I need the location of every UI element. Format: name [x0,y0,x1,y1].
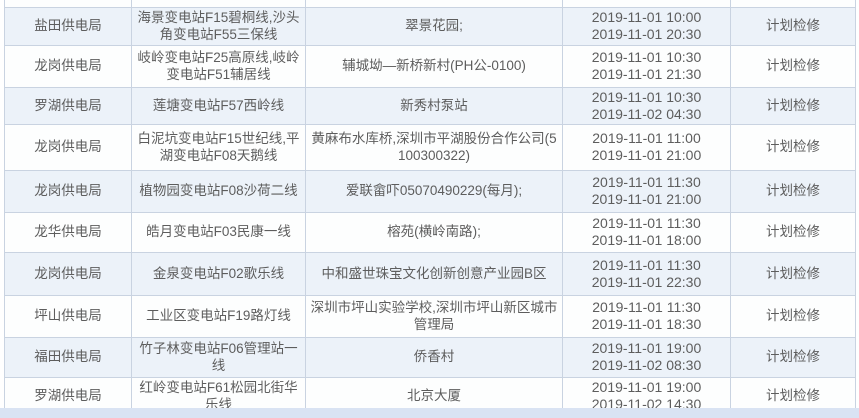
line-cell: 竹子林变电站F06管理站一线 [131,336,306,378]
end-time: 2019-11-01 18:00 [591,232,702,249]
table-row: 盐田供电局 海景变电站F15碧桐线,沙头角变电站F55三保线 翠景花园; 201… [4,6,856,46]
start-time: 2019-11-01 11:00 [592,130,701,147]
type-cell: 计划检修 [730,44,856,88]
end-time: 2019-11-01 18:30 [591,316,702,333]
end-time: 2019-11-01 21:00 [591,191,702,208]
line-cell: 白泥坑变电站F15世纪线,平湖变电站F08天鹅线 [131,123,306,171]
type-cell: 计划检修 [730,211,856,253]
table-row: 罗湖供电局 莲塘变电站F57西岭线 新秀村泵站 2019-11-01 10:30… [4,86,856,125]
scope-cell: 爱联畲吓05070490229(每月); [305,169,563,213]
scope-cell: 新秀村泵站 [305,86,563,125]
line-cell: 植物园变电站F08沙荷二线 [131,169,306,213]
type-cell: 计划检修 [730,251,856,296]
table-row: 龙岗供电局 岐岭变电站F25高原线,岐岭变电站F51辅居线 辅城坳—新桥新村(P… [4,44,856,88]
line-cell: 岐岭变电站F25高原线,岐岭变电站F51辅居线 [131,44,306,88]
line-cell: 工业区变电站F19路灯线 [131,294,306,338]
time-cell: 2019-11-01 11:30 2019-11-01 21:00 [562,169,731,213]
end-time: 2019-11-02 04:30 [591,105,702,122]
outage-table: 盐田供电局 海景变电站F15碧桐线,沙头角变电站F55三保线 翠景花园; 201… [4,0,856,416]
bureau-cell: 龙岗供电局 [4,169,132,213]
table-row: 龙岗供电局 植物园变电站F08沙荷二线 爱联畲吓05070490229(每月);… [4,169,856,213]
footer-strip [0,408,859,418]
bureau-cell: 坪山供电局 [4,294,132,338]
type-cell: 计划检修 [730,123,856,171]
scope-cell: 中和盛世珠宝文化创新创意产业园B区 [305,251,563,296]
start-time: 2019-11-01 19:00 [591,340,702,357]
scope-cell: 辅城坳—新桥新村(PH公-0100) [305,44,563,88]
type-cell: 计划检修 [730,169,856,213]
bureau-cell: 盐田供电局 [4,6,132,46]
bureau-cell: 龙华供电局 [4,211,132,253]
partial-row [4,0,856,8]
start-time: 2019-11-01 11:30 [592,299,701,316]
start-time: 2019-11-01 11:30 [592,215,701,232]
start-time: 2019-11-01 10:00 [591,9,702,26]
time-cell: 2019-11-01 11:30 2019-11-01 18:00 [562,211,731,253]
time-cell: 2019-11-01 10:30 2019-11-02 04:30 [562,86,731,125]
type-cell: 计划检修 [730,294,856,338]
time-cell: 2019-11-01 11:00 2019-11-01 21:00 [562,123,731,171]
bureau-cell: 福田供电局 [4,336,132,378]
end-time: 2019-11-01 21:00 [591,147,702,164]
type-cell: 计划检修 [730,6,856,46]
table-row: 龙岗供电局 白泥坑变电站F15世纪线,平湖变电站F08天鹅线 黄麻布水库桥,深圳… [4,123,856,171]
start-time: 2019-11-01 11:30 [592,174,701,191]
bureau-cell: 罗湖供电局 [4,86,132,125]
type-cell [730,0,856,8]
outage-table-body: 盐田供电局 海景变电站F15碧桐线,沙头角变电站F55三保线 翠景花园; 201… [4,0,856,416]
type-cell: 计划检修 [730,86,856,125]
time-cell: 2019-11-01 10:00 2019-11-01 20:30 [562,6,731,46]
bureau-cell: 龙岗供电局 [4,44,132,88]
start-time: 2019-11-01 11:30 [592,256,701,273]
table-row: 龙华供电局 皓月变电站F03民康一线 榕苑(横岭南路); 2019-11-01 … [4,211,856,253]
end-time: 2019-11-01 20:30 [591,26,702,43]
end-time: 2019-11-01 22:30 [591,273,702,290]
end-time: 2019-11-01 21:30 [591,66,702,83]
time-cell [562,0,731,8]
time-cell: 2019-11-01 10:30 2019-11-01 21:30 [562,44,731,88]
time-cell: 2019-11-01 11:30 2019-11-01 22:30 [562,251,731,296]
start-time: 2019-11-01 10:30 [591,49,702,66]
table-row: 福田供电局 竹子林变电站F06管理站一线 侨香村 2019-11-01 19:0… [4,336,856,378]
start-time: 2019-11-01 19:00 [591,379,702,396]
table-row: 龙岗供电局 金泉变电站F02歌乐线 中和盛世珠宝文化创新创意产业园B区 2019… [4,251,856,296]
scope-cell: 深圳市坪山实验学校,深圳市坪山新区城市管理局 [305,294,563,338]
line-cell: 皓月变电站F03民康一线 [131,211,306,253]
line-cell: 金泉变电站F02歌乐线 [131,251,306,296]
scope-cell [305,0,563,8]
line-cell: 莲塘变电站F57西岭线 [131,86,306,125]
bureau-cell: 龙岗供电局 [4,123,132,171]
time-cell: 2019-11-01 19:00 2019-11-02 08:30 [562,336,731,378]
start-time: 2019-11-01 10:30 [591,88,702,105]
time-cell: 2019-11-01 11:30 2019-11-01 18:30 [562,294,731,338]
bureau-cell [4,0,132,8]
scope-cell: 翠景花园; [305,6,563,46]
scope-cell: 侨香村 [305,336,563,378]
scope-cell: 榕苑(横岭南路); [305,211,563,253]
table-row: 坪山供电局 工业区变电站F19路灯线 深圳市坪山实验学校,深圳市坪山新区城市管理… [4,294,856,338]
line-cell: 海景变电站F15碧桐线,沙头角变电站F55三保线 [131,6,306,46]
end-time: 2019-11-02 08:30 [591,357,702,374]
bureau-cell: 龙岗供电局 [4,251,132,296]
scope-cell: 黄麻布水库桥,深圳市平湖股份合作公司(5100300322) [305,123,563,171]
type-cell: 计划检修 [730,336,856,378]
line-cell [131,0,306,8]
